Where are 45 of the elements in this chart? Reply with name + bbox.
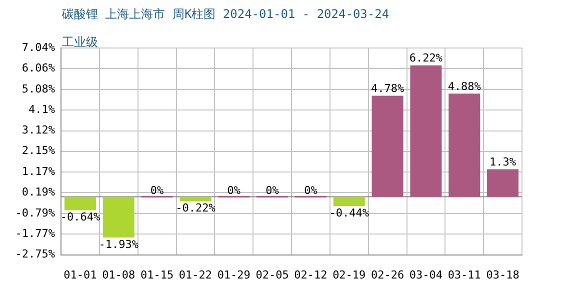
data-label: -0.64% <box>60 210 100 224</box>
bar <box>487 169 519 197</box>
y-tick-label: -2.75% <box>15 248 56 261</box>
data-label: -0.44% <box>329 206 370 220</box>
y-tick-label: 3.12% <box>22 124 56 137</box>
data-label: 4.78% <box>370 82 404 96</box>
data-label: 0% <box>150 184 164 197</box>
data-label: -1.93% <box>98 238 139 251</box>
y-tick-label: -0.79% <box>15 206 56 220</box>
x-tick-label: 01-15 <box>140 268 174 282</box>
y-tick-label: 0.19% <box>22 186 56 199</box>
y-tick-label: -1.77% <box>15 226 56 240</box>
chart-title: 碳酸锂 上海上海市 周K柱图 2024-01-01 - 2024-03-24 <box>62 6 390 23</box>
x-tick-label: 02-05 <box>256 268 289 282</box>
bar <box>180 196 212 202</box>
data-label: 1.3% <box>490 156 516 169</box>
bar <box>372 96 404 197</box>
x-tick-label: 01-22 <box>178 268 212 282</box>
data-label: 4.88% <box>448 80 482 93</box>
bar <box>448 94 480 197</box>
x-tick-label: 02-12 <box>294 268 328 282</box>
y-tick-label: 7.04% <box>22 40 56 54</box>
chart-subtitle: 工业级 <box>62 34 98 51</box>
y-tick-label: 5.08% <box>22 82 56 96</box>
data-label: -0.22% <box>176 202 216 215</box>
x-tick-label: 03-11 <box>448 268 481 282</box>
data-label: 0% <box>266 184 280 197</box>
x-tick-label: 03-18 <box>486 268 520 282</box>
y-tick-label: 1.17% <box>22 164 56 178</box>
y-tick-label: 2.15% <box>22 144 56 158</box>
x-tick-label: 01-01 <box>64 268 97 282</box>
bar <box>410 65 442 197</box>
y-tick-label: 6.06% <box>22 62 56 75</box>
x-tick-label: 01-29 <box>217 268 250 282</box>
x-tick-label: 03-04 <box>409 268 443 282</box>
x-tick-label: 02-26 <box>370 268 404 282</box>
data-label: 0% <box>304 184 318 197</box>
data-label: 0% <box>227 184 241 197</box>
x-tick-label: 02-19 <box>332 268 366 282</box>
bar <box>102 196 134 238</box>
x-tick-label: 01-08 <box>102 268 136 282</box>
y-tick-label: 4.1% <box>28 102 56 116</box>
bar <box>64 196 96 210</box>
bar <box>333 196 365 206</box>
data-label: 6.22% <box>409 52 443 65</box>
